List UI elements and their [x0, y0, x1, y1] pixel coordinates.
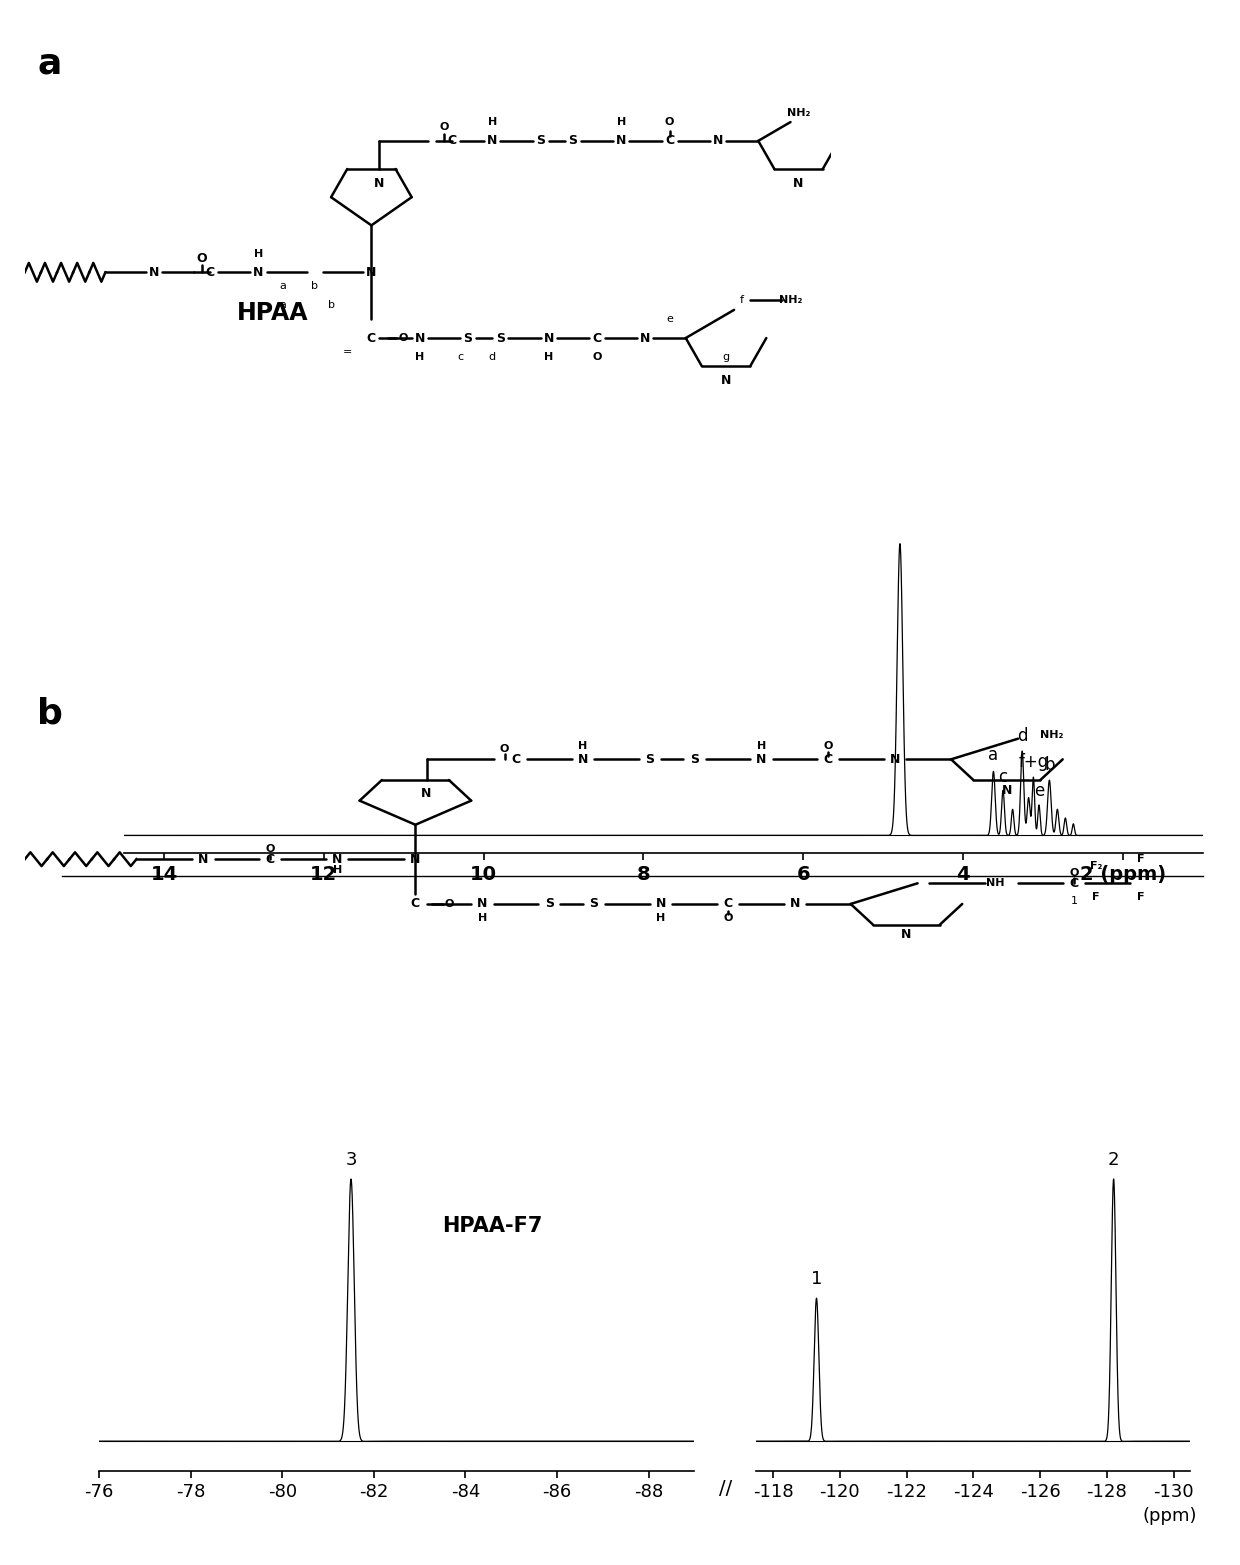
Text: O: O — [399, 333, 408, 343]
Text: N: N — [1002, 784, 1012, 797]
Text: N: N — [477, 897, 487, 911]
Text: d: d — [1017, 728, 1028, 745]
Text: C: C — [511, 753, 521, 765]
Text: H: H — [656, 912, 666, 923]
Text: H: H — [332, 864, 342, 875]
Text: S: S — [544, 897, 554, 911]
Text: S: S — [464, 332, 472, 344]
Text: O: O — [500, 743, 510, 754]
Text: c: c — [998, 768, 1008, 786]
Text: a: a — [988, 747, 998, 764]
Text: N: N — [756, 753, 766, 765]
Text: f+g: f+g — [1018, 753, 1049, 772]
Text: 1: 1 — [811, 1271, 822, 1288]
Text: O: O — [665, 117, 675, 127]
Text: H: H — [254, 249, 263, 258]
Text: N: N — [198, 853, 208, 865]
Text: O: O — [265, 844, 275, 854]
Text: S: S — [536, 135, 546, 147]
Text: C: C — [823, 753, 833, 765]
Text: S: S — [568, 135, 578, 147]
Text: a: a — [279, 300, 286, 310]
Text: N: N — [578, 753, 588, 765]
Text: O: O — [1069, 869, 1079, 878]
Text: b: b — [37, 696, 63, 731]
Text: C: C — [265, 853, 275, 865]
Text: HPAA-F7: HPAA-F7 — [443, 1216, 543, 1236]
Text: N: N — [253, 266, 264, 279]
Text: C: C — [723, 897, 733, 911]
Text: N: N — [543, 332, 554, 344]
Text: 2: 2 — [1107, 1150, 1120, 1169]
Text: N: N — [366, 266, 377, 279]
Text: c: c — [458, 352, 463, 362]
Text: e: e — [666, 315, 673, 324]
Text: S: S — [645, 753, 655, 765]
Text: NH: NH — [987, 878, 1004, 889]
Text: H: H — [544, 352, 553, 362]
Text: F: F — [1137, 854, 1145, 864]
Text: H: H — [578, 740, 588, 751]
Text: N: N — [720, 374, 732, 387]
Text: S: S — [496, 332, 505, 344]
Text: N: N — [410, 853, 420, 865]
Text: NH₂: NH₂ — [787, 108, 810, 117]
Text: N: N — [374, 177, 384, 189]
Text: C: C — [665, 135, 675, 147]
Text: N: N — [616, 135, 626, 147]
Text: O: O — [823, 740, 833, 751]
Text: F: F — [1137, 892, 1145, 901]
Text: N: N — [332, 853, 342, 865]
Text: H: H — [756, 740, 766, 751]
Text: F: F — [1092, 892, 1100, 901]
Text: O: O — [444, 898, 454, 909]
Text: b: b — [311, 282, 319, 291]
Text: NH₂: NH₂ — [1040, 731, 1063, 740]
Text: C: C — [206, 266, 215, 279]
Text: //: // — [719, 1479, 732, 1498]
Text: N: N — [149, 266, 159, 279]
Text: N: N — [487, 135, 497, 147]
Text: H: H — [415, 352, 424, 362]
Text: H: H — [487, 117, 497, 127]
Text: H: H — [616, 117, 626, 127]
Text: a: a — [37, 47, 62, 81]
Text: N: N — [790, 897, 800, 911]
Text: F₂: F₂ — [1090, 861, 1102, 872]
Text: H: H — [477, 912, 487, 923]
Text: C: C — [410, 897, 420, 911]
Text: N: N — [890, 753, 900, 765]
Text: C: C — [367, 332, 376, 344]
Text: HPAA: HPAA — [237, 300, 309, 326]
Text: C: C — [1069, 876, 1079, 890]
Text: O: O — [197, 252, 207, 264]
Text: 3: 3 — [345, 1150, 357, 1169]
Text: b: b — [327, 300, 335, 310]
Text: N: N — [640, 332, 651, 344]
Text: N: N — [414, 332, 425, 344]
Text: (ppm): (ppm) — [1142, 1507, 1197, 1524]
Text: b: b — [1044, 756, 1055, 775]
Text: =: = — [342, 347, 352, 357]
Text: S: S — [689, 753, 699, 765]
Text: C: C — [593, 332, 601, 344]
Text: N: N — [656, 897, 666, 911]
Text: N: N — [422, 787, 432, 800]
Text: N: N — [713, 135, 723, 147]
Text: O: O — [723, 912, 733, 923]
Text: g: g — [723, 352, 729, 362]
Text: S: S — [589, 897, 599, 911]
Text: f: f — [740, 296, 744, 305]
Text: N: N — [901, 928, 911, 942]
Text: N: N — [794, 177, 804, 189]
Text: 1: 1 — [1070, 895, 1078, 906]
Text: a: a — [279, 282, 286, 291]
Text: NH₂: NH₂ — [779, 296, 802, 305]
Text: O: O — [439, 122, 449, 131]
Text: e: e — [1034, 782, 1044, 800]
Text: C: C — [448, 135, 456, 147]
Text: O: O — [593, 352, 601, 362]
Text: d: d — [489, 352, 496, 362]
